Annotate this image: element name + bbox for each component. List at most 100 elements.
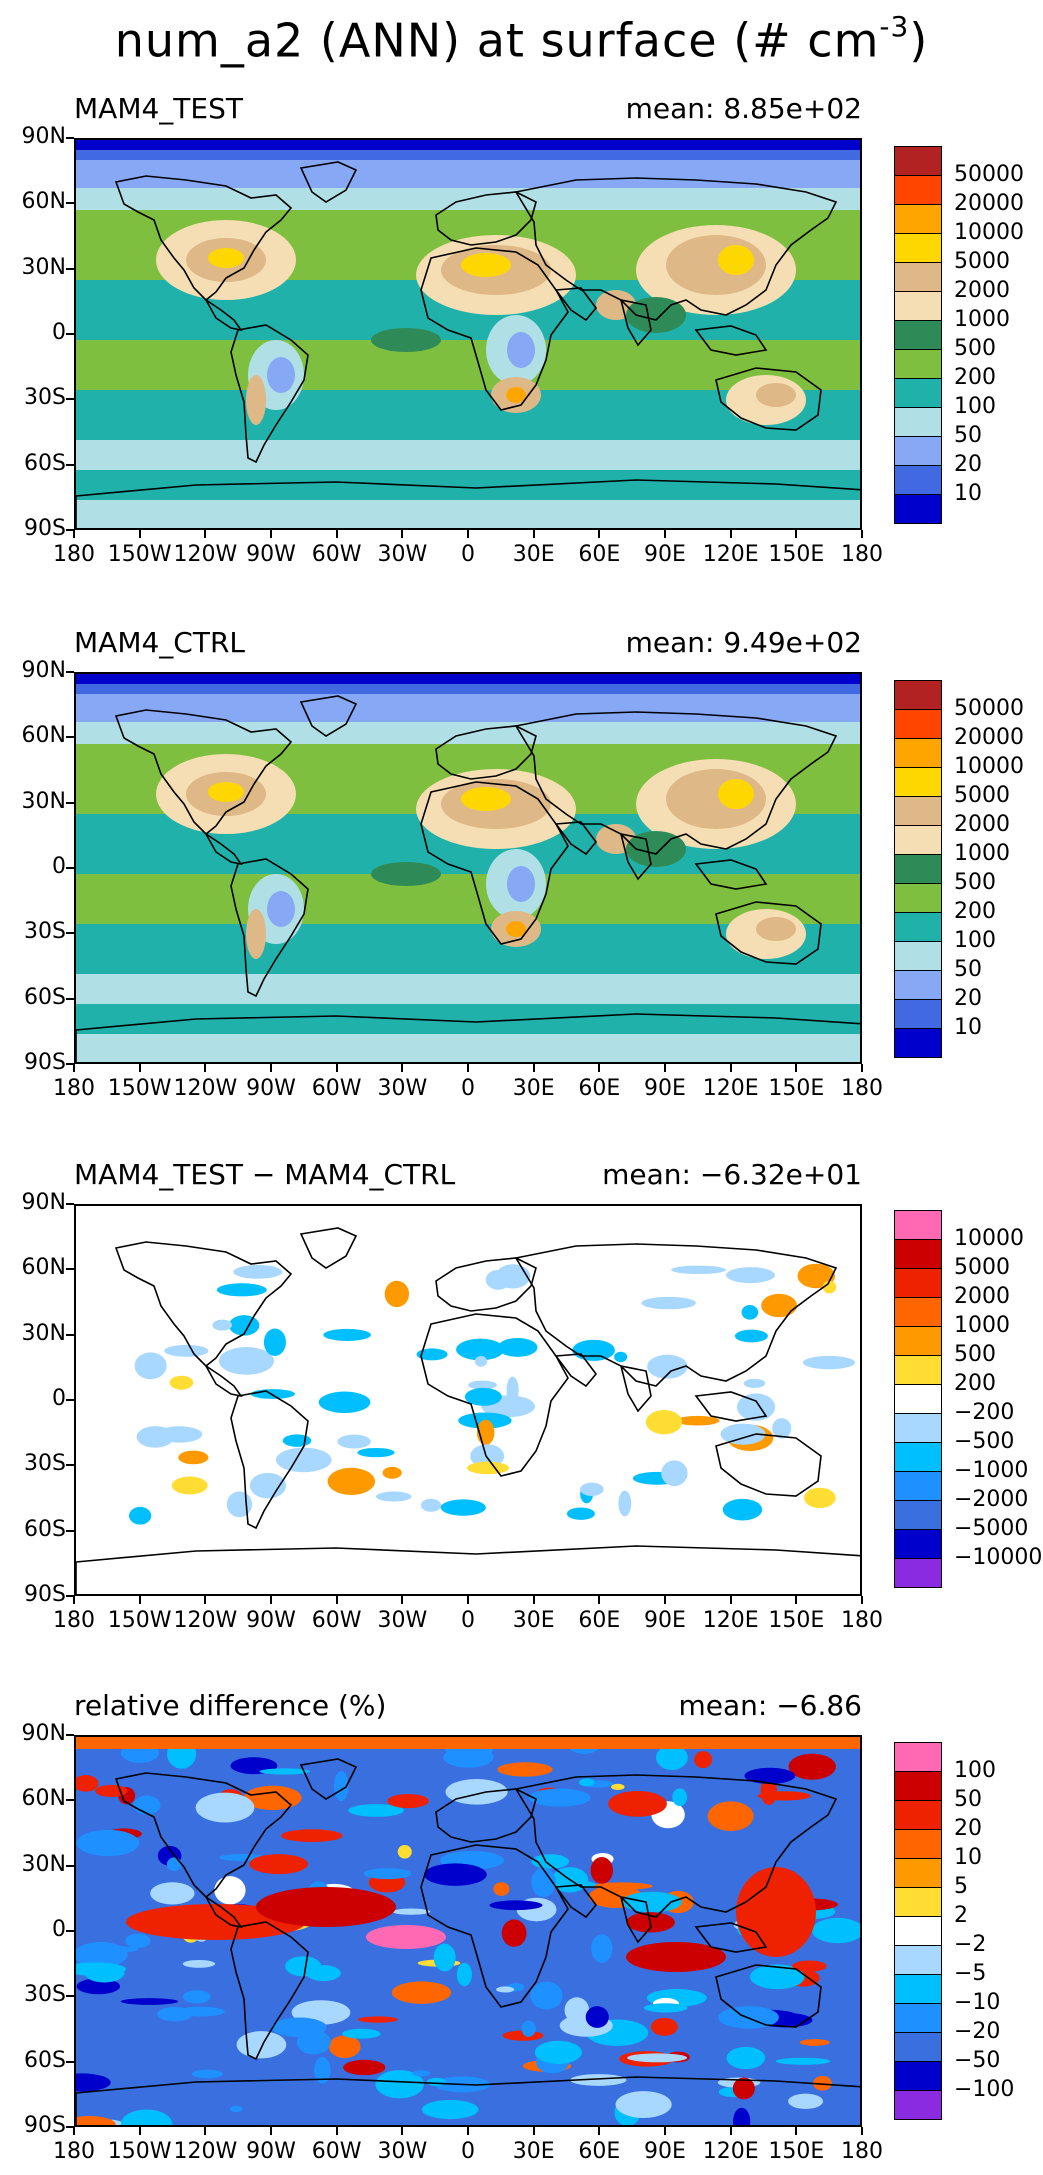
- field-blob: [212, 1319, 233, 1331]
- field-blob: [468, 1380, 497, 1390]
- lat-tickmark: [66, 1333, 74, 1336]
- panel-title: MAM4_CTRL: [74, 626, 245, 659]
- field-blob: [655, 1745, 688, 1771]
- lon-tickmark: [204, 1596, 207, 1604]
- field-blob: [521, 2020, 536, 2037]
- lon-tickmark: [532, 2127, 535, 2135]
- lon-tick-label: 30W: [377, 2139, 428, 2164]
- colorbar-label: 20: [954, 1816, 982, 1841]
- lon-tickmark: [598, 1064, 601, 1072]
- field-blob: [506, 387, 526, 403]
- field-blob: [788, 1753, 836, 1780]
- field-blob: [249, 1472, 287, 1499]
- field-blob: [506, 1376, 519, 1404]
- map-plot: [74, 1204, 862, 1596]
- lat-tick-label: 60N: [21, 1786, 66, 1812]
- lon-tick-label: 90W: [246, 542, 296, 567]
- field-blob: [169, 1375, 194, 1390]
- lon-tickmark: [795, 1064, 798, 1072]
- colorbar-swatch: [894, 1742, 942, 1772]
- lon-tick-label: 90W: [246, 2139, 296, 2164]
- field-blob: [249, 1854, 309, 1875]
- lon-tickmark: [532, 530, 535, 538]
- field-blob: [813, 2075, 832, 2091]
- field-band: [76, 500, 860, 528]
- lat-tick-label: 30N: [21, 1320, 66, 1346]
- lat-tick-label: 0: [52, 854, 66, 879]
- lon-tickmark: [532, 1064, 535, 1072]
- lon-tick-label: 90E: [644, 1076, 686, 1101]
- colorbar-swatch: [894, 494, 942, 524]
- lat-tick-label: 90S: [24, 1050, 66, 1075]
- lon-tickmark: [270, 1064, 272, 1072]
- lon-tick-label: 0: [461, 1608, 475, 1633]
- colorbar-swatch: [894, 262, 942, 292]
- lat-tickmark: [66, 1529, 74, 1532]
- colorbar-label: 500: [954, 336, 996, 361]
- lon-tick-label: 180: [53, 1076, 95, 1101]
- colorbar-swatch: [894, 1355, 942, 1385]
- field-blob: [218, 1347, 275, 1375]
- lon-tickmark: [73, 1596, 75, 1604]
- colorbar-swatch: [894, 912, 942, 942]
- field-blob: [741, 1305, 759, 1320]
- lon-tickmark: [664, 2127, 666, 2135]
- field-blob: [164, 1344, 209, 1357]
- field-blob: [246, 909, 266, 959]
- lat-tickmark: [66, 267, 74, 270]
- colorbar-label: −50: [954, 2048, 1001, 2073]
- field-blob: [470, 1444, 505, 1468]
- lat-tick-label: 60N: [21, 723, 66, 749]
- colorbar-swatch: [894, 378, 942, 408]
- field-blob: [608, 1790, 667, 1817]
- colorbar-swatch: [894, 2090, 942, 2120]
- colorbar-swatch: [894, 2032, 942, 2062]
- map-plot: [74, 672, 862, 1064]
- field-blob: [76, 2073, 111, 2092]
- lon-tickmark: [729, 530, 732, 538]
- lon-tick-label: 120E: [702, 1076, 759, 1101]
- lon-tick-label: 180: [53, 2139, 95, 2164]
- field-band: [76, 140, 860, 150]
- field-blob: [675, 1415, 720, 1426]
- field-blob: [718, 779, 754, 809]
- lon-tickmark: [138, 2127, 141, 2135]
- colorbar-label: 50: [954, 423, 982, 448]
- field-blob: [445, 1779, 508, 1805]
- lat-tickmark: [66, 202, 74, 205]
- field-blob: [371, 328, 441, 352]
- lon-tick-label: 150W: [107, 1608, 172, 1633]
- panel-title: relative difference (%): [74, 1689, 387, 1722]
- field-blob: [208, 248, 244, 268]
- field-blob: [214, 1876, 246, 1905]
- colorbar-swatch: [894, 1268, 942, 1298]
- colorbar-swatch: [894, 146, 942, 176]
- field-blob: [497, 1337, 538, 1357]
- lon-tickmark: [204, 2127, 207, 2135]
- field-blob: [236, 2031, 287, 2059]
- field-blob: [726, 1267, 776, 1284]
- colorbar-label: 100: [954, 394, 996, 419]
- colorbar-label: 2: [954, 1903, 968, 1928]
- colorbar-label: 200: [954, 1371, 996, 1396]
- field-blob: [507, 866, 535, 902]
- colorbar-swatch: [894, 1471, 942, 1501]
- lon-tick-label: 150E: [768, 1608, 825, 1633]
- field-blob: [496, 1986, 515, 1993]
- field-blob: [534, 2040, 582, 2064]
- field-blob: [647, 1354, 688, 1379]
- lon-tickmark: [467, 1596, 469, 1604]
- colorbar-swatch: [894, 767, 942, 797]
- field-blob: [489, 1900, 543, 1911]
- field-blob: [596, 824, 636, 854]
- field-blob: [507, 332, 535, 368]
- field-blob: [397, 1845, 412, 1859]
- field-blob: [233, 1264, 283, 1279]
- mean-label: mean: −6.32e+01: [602, 1158, 862, 1191]
- colorbar-swatch: [894, 1384, 942, 1414]
- lat-tickmark: [66, 137, 74, 139]
- field-blob: [191, 2069, 223, 2079]
- field-blob: [671, 1265, 726, 1275]
- field-blob: [822, 1280, 837, 1294]
- lon-tick-label: 120E: [702, 542, 759, 567]
